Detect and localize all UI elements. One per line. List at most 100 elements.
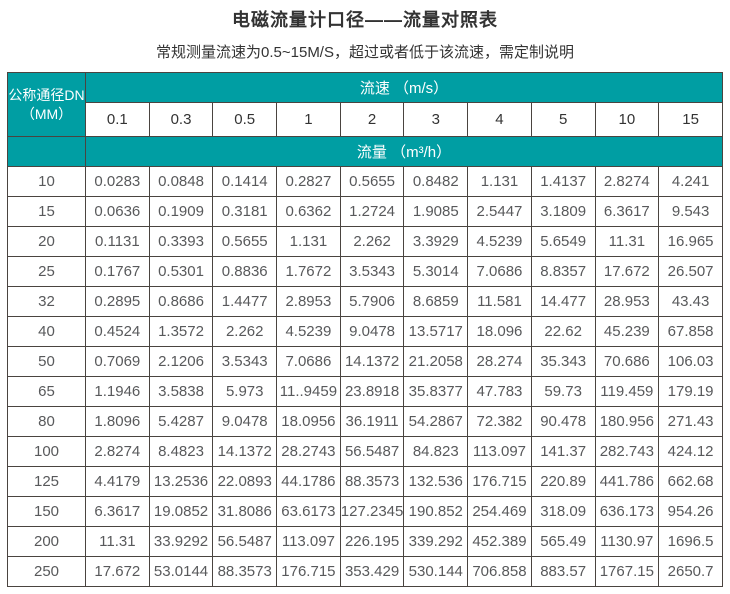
flow-value-cell: 28.2743 — [276, 436, 341, 467]
flow-value-cell: 53.0144 — [148, 556, 214, 587]
flow-value-cell: 271.43 — [658, 406, 723, 437]
flow-value-cell: 0.0636 — [85, 196, 150, 227]
flow-value-cell: 1.7672 — [276, 256, 341, 287]
flow-value-cell: 113.097 — [467, 436, 532, 467]
flow-value-cell: 8.8357 — [530, 256, 596, 287]
flow-value-cell: 954.26 — [658, 496, 723, 527]
flow-value-cell: 5.4287 — [148, 406, 214, 437]
flow-value-cell: 530.144 — [403, 556, 469, 587]
dn-value-cell: 250 — [7, 556, 86, 587]
flow-value-cell: 1.1946 — [85, 376, 150, 407]
flow-value-cell: 43.43 — [658, 286, 723, 317]
velocity-values-row: 0.1 0.3 0.5 1 2 3 4 5 10 15 — [8, 102, 723, 137]
flow-value-cell: 0.4524 — [85, 316, 150, 347]
flow-value-cell: 2.8953 — [276, 286, 341, 317]
flow-value-cell: 1.9085 — [403, 196, 469, 227]
flow-value-cell: 17.672 — [594, 256, 660, 287]
flow-value-cell: 180.956 — [594, 406, 660, 437]
flow-value-cell: 0.6362 — [276, 196, 341, 227]
flow-value-cell: 282.743 — [594, 436, 660, 467]
flow-value-cell: 1767.15 — [594, 556, 660, 587]
flow-value-cell: 0.8686 — [148, 286, 214, 317]
flow-value-cell: 14.477 — [530, 286, 596, 317]
flow-value-cell: 0.0848 — [148, 166, 214, 197]
flow-value-cell: 662.68 — [658, 466, 723, 497]
flow-value-cell: 3.5343 — [212, 346, 278, 377]
flow-value-cell: 0.2895 — [85, 286, 150, 317]
flow-value-cell: 54.2867 — [403, 406, 469, 437]
dn-value-cell: 40 — [7, 316, 86, 347]
velocity-column-header: 4 — [467, 102, 532, 137]
flow-value-cell: 11.581 — [467, 286, 532, 317]
flow-value-cell: 84.823 — [403, 436, 469, 467]
corner-header-line1: 公称通径DN — [8, 86, 85, 103]
flow-value-cell: 13.5717 — [403, 316, 469, 347]
flow-value-cell: 1.8096 — [85, 406, 150, 437]
flow-value-cell: 1.4477 — [212, 286, 278, 317]
flow-value-cell: 59.73 — [530, 376, 596, 407]
table-row: 15 0.0636 0.1909 0.3181 0.6362 1.2724 1.9085 2.… — [7, 196, 723, 227]
flow-value-cell: 7.0686 — [276, 346, 341, 377]
flow-value-cell: 5.973 — [212, 376, 278, 407]
flow-value-cell: 11.31 — [85, 526, 150, 557]
dn-value-cell: 10 — [7, 166, 86, 197]
dn-value-cell: 125 — [7, 466, 86, 497]
flow-value-cell: 1.4137 — [530, 166, 596, 197]
flow-value-cell: 2.262 — [339, 226, 405, 257]
flow-value-cell: 220.89 — [530, 466, 596, 497]
table-row: 50 0.7069 2.1206 3.5343 7.0686 14.1372 21.2058… — [7, 346, 723, 377]
flow-value-cell: 565.49 — [530, 526, 596, 557]
flow-value-cell: 0.1767 — [85, 256, 150, 287]
flow-value-cell: 22.62 — [530, 316, 596, 347]
flow-value-cell: 44.1786 — [276, 466, 341, 497]
flow-value-cell: 14.1372 — [339, 346, 405, 377]
velocity-column-header: 0.1 — [85, 102, 150, 137]
flow-value-cell: 5.6549 — [530, 226, 596, 257]
flow-value-cell: 63.6173 — [276, 496, 341, 527]
flow-value-cell: 47.783 — [467, 376, 532, 407]
flow-value-cell: 0.8482 — [403, 166, 469, 197]
flow-value-cell: 11.31 — [594, 226, 660, 257]
dn-value-cell: 200 — [7, 526, 86, 557]
flow-value-cell: 2.8274 — [594, 166, 660, 197]
flow-value-cell: 3.1809 — [530, 196, 596, 227]
table-row: 32 0.2895 0.8686 1.4477 2.8953 5.7906 8.6859 11… — [7, 286, 723, 317]
velocity-column-header: 3 — [403, 102, 469, 137]
flow-group-left-cell — [7, 136, 86, 167]
flow-value-cell: 1.131 — [276, 226, 341, 257]
flow-table-body: 公称通径DN （MM） 流速 （m/s） 0.1 0.3 0.5 1 2 3 4 5 10 15 … — [7, 72, 723, 587]
dn-value-cell: 15 — [7, 196, 86, 227]
flow-value-cell: 0.3181 — [212, 196, 278, 227]
table-row: 25 0.1767 0.5301 0.8836 1.7672 3.5343 5.3014 7.… — [7, 256, 723, 287]
flow-value-cell: 2650.7 — [658, 556, 723, 587]
corner-header-cell: 公称通径DN （MM） — [7, 72, 86, 137]
flow-value-cell: 28.274 — [467, 346, 532, 377]
flow-value-cell: 70.686 — [594, 346, 660, 377]
flow-value-cell: 1.3572 — [148, 316, 214, 347]
velocity-column-header: 0.5 — [212, 102, 278, 137]
flow-value-cell: 67.858 — [658, 316, 723, 347]
flow-value-cell: 254.469 — [467, 496, 532, 527]
table-row: 200 11.31 33.9292 56.5487 113.097 226.195 339.… — [7, 526, 723, 557]
dn-value-cell: 20 — [7, 226, 86, 257]
flow-value-cell: 339.292 — [403, 526, 469, 557]
flow-value-cell: 1696.5 — [658, 526, 723, 557]
flow-value-cell: 706.858 — [467, 556, 532, 587]
table-row: 80 1.8096 5.4287 9.0478 18.0956 36.1911 54.286… — [7, 406, 723, 437]
dn-value-cell: 100 — [7, 436, 86, 467]
flow-value-cell: 18.096 — [467, 316, 532, 347]
flow-value-cell: 2.5447 — [467, 196, 532, 227]
flow-value-cell: 0.8836 — [212, 256, 278, 287]
table-row: 100 2.8274 8.4823 14.1372 28.2743 56.5487 84.8… — [7, 436, 723, 467]
flow-value-cell: 2.262 — [212, 316, 278, 347]
flow-comparison-table: 公称通径DN （MM） 流速 （m/s） 0.1 0.3 0.5 1 2 3 4 5 10 15 … — [7, 72, 723, 587]
flow-value-cell: 0.7069 — [85, 346, 150, 377]
flow-value-cell: 0.1414 — [212, 166, 278, 197]
flow-value-cell: 0.3393 — [148, 226, 214, 257]
flow-value-cell: 636.173 — [594, 496, 660, 527]
table-row: 20 0.1131 0.3393 0.5655 1.131 2.262 3.3929 4.52… — [7, 226, 723, 257]
flow-value-cell: 113.097 — [276, 526, 341, 557]
flow-value-cell: 9.0478 — [212, 406, 278, 437]
velocity-column-header: 1 — [276, 102, 341, 137]
flow-value-cell: 16.965 — [658, 226, 723, 257]
